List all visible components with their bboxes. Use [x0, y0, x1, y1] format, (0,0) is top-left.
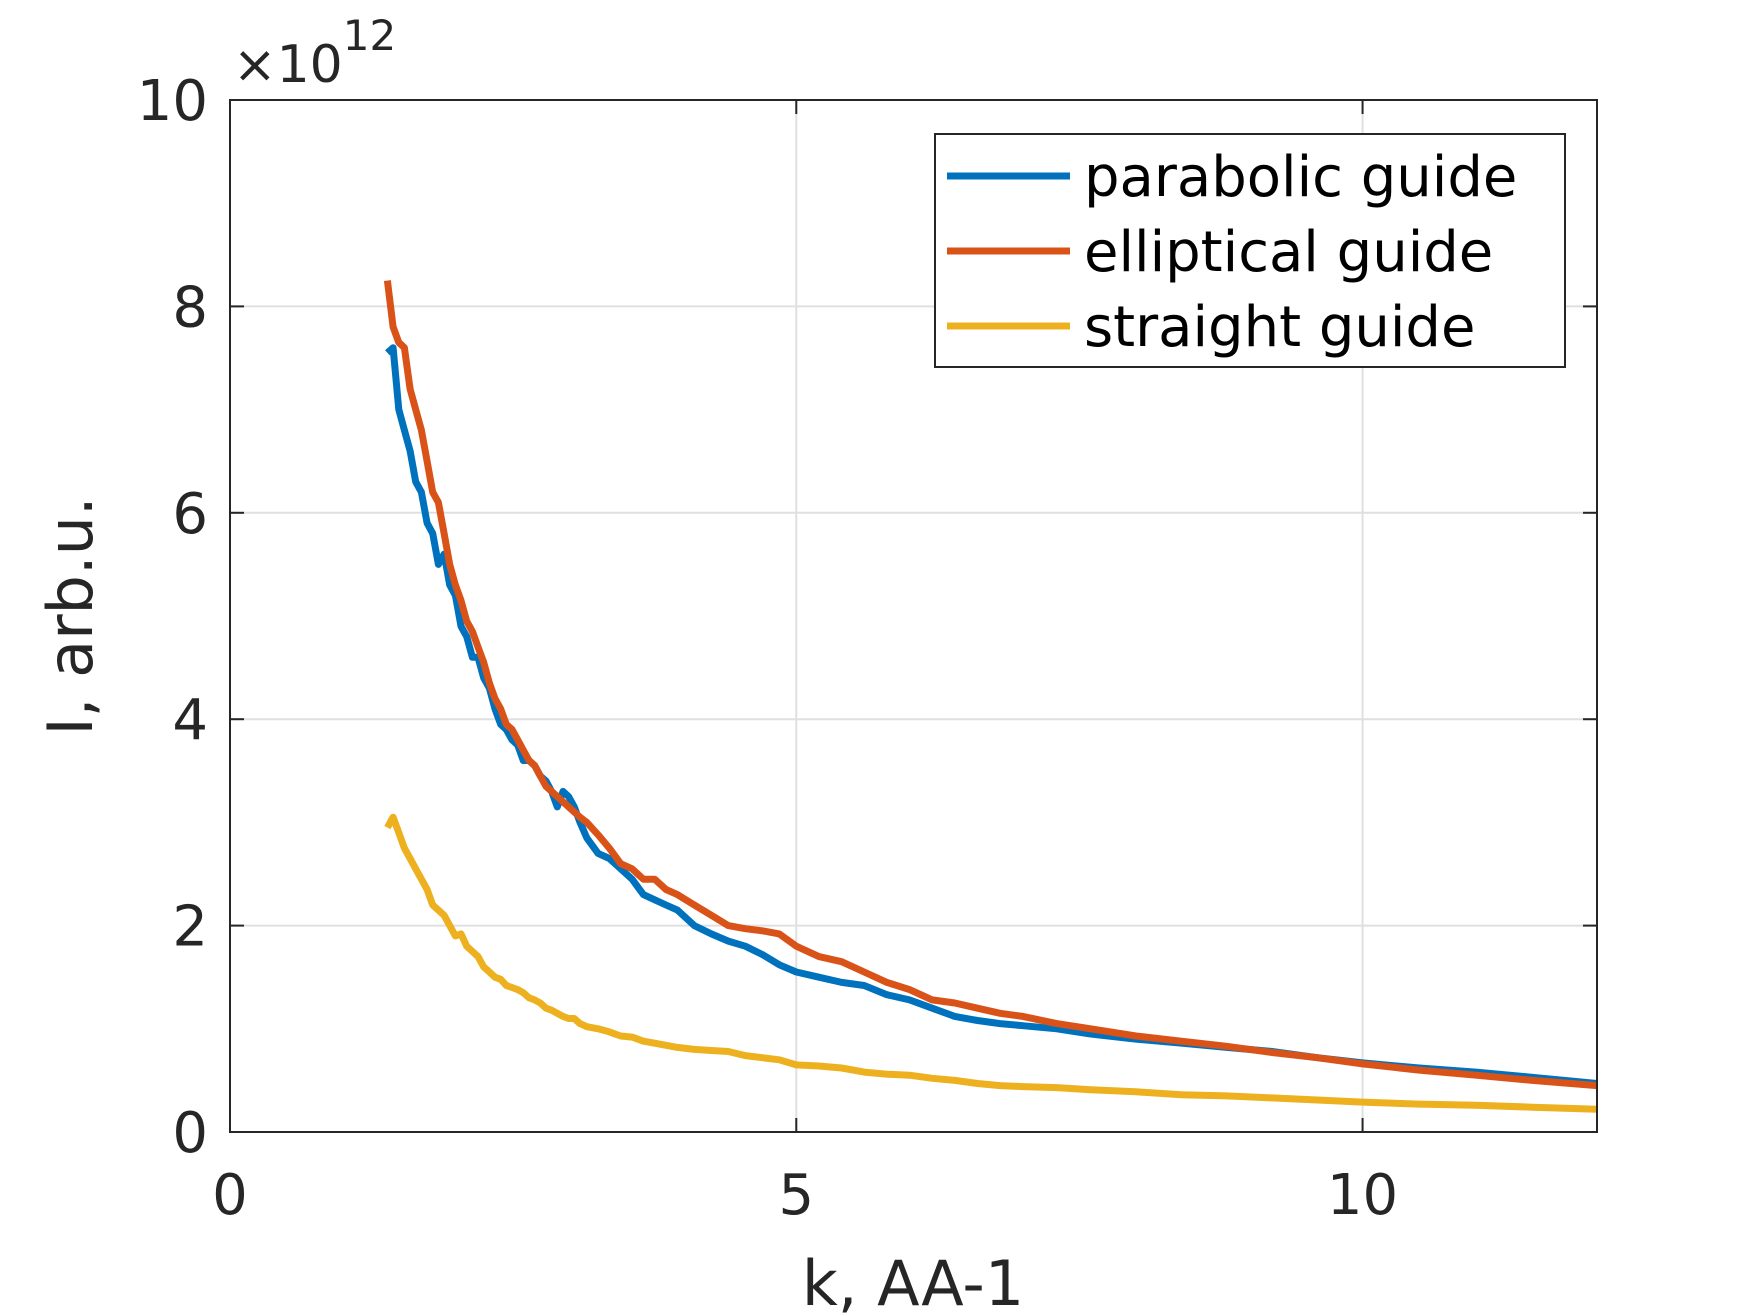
y-tick-label: 8: [172, 275, 208, 340]
y-multiplier-base: ×10: [233, 35, 343, 95]
y-tick-label: 6: [172, 482, 208, 547]
legend-label-parabolic: parabolic guide: [1084, 145, 1517, 210]
y-tick-label: 0: [172, 1101, 208, 1166]
y-tick-label: 10: [137, 69, 208, 134]
y-tick-label: 2: [172, 895, 208, 960]
x-tick-label: 5: [778, 1163, 814, 1228]
legend-label-elliptical: elliptical guide: [1084, 220, 1493, 285]
series-lines: [383, 280, 1598, 1113]
series-line-parabolic: [385, 344, 1598, 1087]
y-tick-label: 4: [172, 688, 208, 753]
axis-ticks: 0 5 10 0 2 4 6 8 10: [137, 69, 1597, 1228]
y-multiplier-exponent: 12: [343, 11, 396, 60]
x-tick-label: 10: [1327, 1163, 1398, 1228]
x-tick-label: 0: [212, 1163, 248, 1228]
series-line-elliptical: [383, 280, 1598, 1090]
y-multiplier: ×1012: [233, 11, 396, 95]
legend: parabolic guide elliptical guide straigh…: [934, 133, 1566, 368]
plot-frame: [229, 99, 1598, 1133]
x-axis-label: k, AA-1: [802, 1247, 1024, 1313]
y-axis-label: I, arb.u.: [34, 496, 107, 735]
legend-label-straight: straight guide: [1084, 295, 1475, 360]
series-line-straight: [384, 813, 1598, 1113]
